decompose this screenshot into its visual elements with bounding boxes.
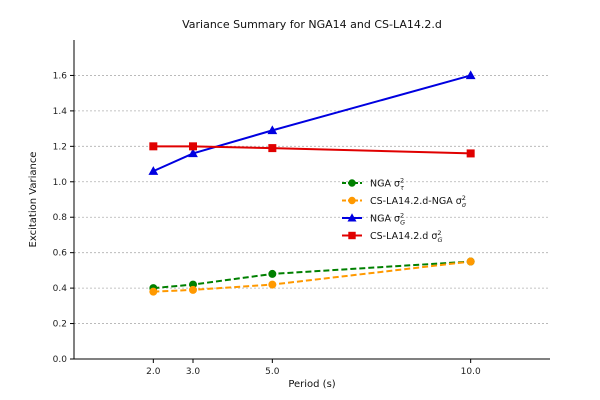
y-tick-label: 0.8 xyxy=(53,213,68,223)
legend-label: CS-LA14.2.d σ2 G xyxy=(370,229,443,244)
y-tick-label: 1.2 xyxy=(53,142,67,152)
data-point-nga_G xyxy=(267,125,278,135)
legend-item-nga_tau: NGA σ2 τ xyxy=(342,177,404,192)
data-point-cs_nga_sigma xyxy=(189,285,197,294)
legend-label: CS-LA14.2.d-NGA σ2 σ xyxy=(370,194,467,209)
series-line-cs_G xyxy=(153,145,471,155)
axes xyxy=(73,40,550,360)
x-tick-label: 3.0 xyxy=(186,367,201,377)
legend-label: NGA σ2 τ xyxy=(370,177,404,192)
legend-marker xyxy=(348,231,356,240)
legend-label: NGA σ2 G xyxy=(370,212,405,227)
series-nga_tau xyxy=(149,257,475,293)
legend-marker xyxy=(347,213,357,222)
x-tick-labels: 2.0 3.0 5.0 10.0 xyxy=(146,359,481,377)
x-tick-label: 5.0 xyxy=(265,367,280,377)
legend-item-cs_G: CS-LA14.2.d σ2 G xyxy=(342,229,443,244)
data-point-cs_G xyxy=(149,142,158,151)
y-tick-label: 0.2 xyxy=(53,320,67,330)
data-point-nga_G xyxy=(188,148,198,158)
x-axis-label: Period (s) xyxy=(288,379,335,390)
x-tick-label: 2.0 xyxy=(146,367,161,377)
series-cs_nga_sigma xyxy=(149,257,475,296)
data-point-cs_nga_sigma xyxy=(466,257,475,266)
y-tick-label: 1.6 xyxy=(53,71,68,81)
series-cs_G xyxy=(149,142,475,158)
data-point-cs_G xyxy=(189,142,197,151)
series-nga_G xyxy=(148,70,476,175)
data-point-cs_nga_sigma xyxy=(149,287,158,296)
grid-lines xyxy=(74,75,550,324)
y-tick-label: 1.4 xyxy=(53,107,68,117)
series-line-nga_tau xyxy=(153,260,471,290)
y-tick-label: 0.0 xyxy=(53,355,68,365)
legend-marker xyxy=(348,196,356,205)
data-point-nga_tau xyxy=(268,269,277,278)
data-series xyxy=(148,70,476,296)
y-tick-label: 1.0 xyxy=(53,178,68,188)
series-line-nga_G xyxy=(152,74,471,173)
data-point-cs_G xyxy=(268,144,277,153)
data-point-cs_G xyxy=(466,149,475,158)
y-tick-labels: 0.0 0.2 0.4 0.6 0.8 1.0 1.2 1.4 1.6 xyxy=(53,71,74,365)
data-point-nga_G xyxy=(148,166,159,175)
y-axis-label: Excitation Variance xyxy=(28,152,39,248)
legend-item-cs_nga_sigma: CS-LA14.2.d-NGA σ2 σ xyxy=(342,194,467,209)
legend: NGA σ2 τ CS-LA14.2.d-NGA σ2 σ NGA σ2 G CS-LA14… xyxy=(342,177,467,244)
x-tick-label: 10.0 xyxy=(461,367,481,377)
y-tick-label: 0.4 xyxy=(53,284,68,294)
y-tick-label: 0.6 xyxy=(53,249,68,259)
chart-title: Variance Summary for NGA14 and CS-LA14.2… xyxy=(182,18,442,31)
legend-item-nga_G: NGA σ2 G xyxy=(342,212,405,227)
data-point-cs_nga_sigma xyxy=(268,280,277,289)
legend-marker xyxy=(348,179,356,187)
data-point-nga_G xyxy=(465,70,476,80)
series-line-cs_nga_sigma xyxy=(153,260,471,293)
